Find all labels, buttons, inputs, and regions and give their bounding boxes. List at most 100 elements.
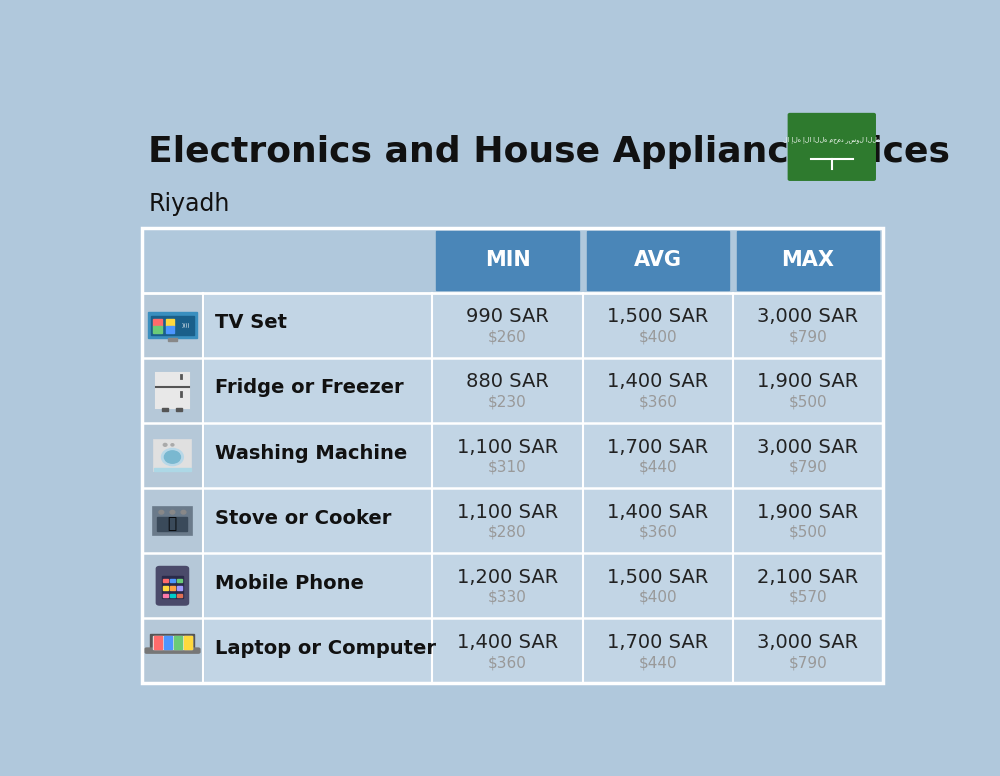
Bar <box>157 518 187 532</box>
Bar <box>142 618 883 684</box>
Bar <box>170 579 175 582</box>
Bar <box>142 423 883 488</box>
Text: 1,700 SAR: 1,700 SAR <box>607 633 708 652</box>
Bar <box>142 293 883 358</box>
Text: 1,400 SAR: 1,400 SAR <box>607 372 708 391</box>
Bar <box>170 586 175 590</box>
Text: 1,900 SAR: 1,900 SAR <box>757 503 858 521</box>
Text: $440: $440 <box>638 459 677 475</box>
Text: 1,500 SAR: 1,500 SAR <box>607 307 708 326</box>
Bar <box>153 319 162 326</box>
Bar <box>156 372 189 408</box>
Bar <box>151 316 194 335</box>
Text: $260: $260 <box>488 330 527 345</box>
Bar <box>142 488 203 553</box>
Circle shape <box>164 451 180 463</box>
Bar <box>154 636 162 650</box>
Bar <box>164 636 172 650</box>
Bar <box>166 326 174 332</box>
Bar <box>170 594 175 598</box>
Text: 1,700 SAR: 1,700 SAR <box>607 438 708 456</box>
Text: 🔥: 🔥 <box>167 516 176 531</box>
Bar <box>148 313 197 338</box>
Bar <box>142 618 203 684</box>
Bar <box>142 227 883 684</box>
Bar <box>177 579 182 582</box>
Bar <box>168 338 177 341</box>
Bar <box>150 634 194 650</box>
FancyBboxPatch shape <box>144 647 201 654</box>
Text: $790: $790 <box>788 330 827 345</box>
Bar <box>142 423 203 488</box>
FancyBboxPatch shape <box>788 113 876 181</box>
Bar <box>163 586 168 590</box>
Text: $310: $310 <box>488 459 527 475</box>
Text: Riyadh: Riyadh <box>148 192 230 216</box>
Text: 3,000 SAR: 3,000 SAR <box>757 633 858 652</box>
Bar <box>162 408 168 411</box>
Bar <box>184 636 192 650</box>
Text: $570: $570 <box>789 590 827 605</box>
Circle shape <box>170 511 175 514</box>
Text: $500: $500 <box>789 395 827 410</box>
Text: 990 SAR: 990 SAR <box>466 307 549 326</box>
Bar <box>163 594 168 598</box>
Circle shape <box>163 443 167 446</box>
Bar <box>154 469 191 471</box>
Text: Stove or Cooker: Stove or Cooker <box>215 509 392 528</box>
Text: 1,500 SAR: 1,500 SAR <box>607 568 708 587</box>
Text: TV Set: TV Set <box>215 314 287 332</box>
Text: Fridge or Freezer: Fridge or Freezer <box>215 379 404 397</box>
Text: 1,100 SAR: 1,100 SAR <box>457 438 558 456</box>
Text: 1,400 SAR: 1,400 SAR <box>607 503 708 521</box>
Text: MIN: MIN <box>485 250 530 270</box>
Text: $280: $280 <box>488 525 527 540</box>
Circle shape <box>159 511 164 514</box>
Text: )))): )))) <box>182 323 190 327</box>
Bar <box>142 358 883 423</box>
Bar <box>153 636 192 650</box>
Text: 1,400 SAR: 1,400 SAR <box>457 633 558 652</box>
Text: $230: $230 <box>488 395 527 410</box>
Text: Electronics and House Appliance Prices: Electronics and House Appliance Prices <box>148 135 950 169</box>
Bar <box>737 230 879 289</box>
Text: Washing Machine: Washing Machine <box>215 444 407 462</box>
Bar <box>163 579 168 582</box>
Bar <box>142 293 203 358</box>
Text: لا إله إلا الله محمد رسول الله: لا إله إلا الله محمد رسول الله <box>783 136 880 143</box>
Text: 1,100 SAR: 1,100 SAR <box>457 503 558 521</box>
Bar <box>142 358 203 423</box>
Text: $400: $400 <box>638 590 677 605</box>
Bar <box>436 230 579 289</box>
Circle shape <box>162 449 183 465</box>
Text: $360: $360 <box>638 525 677 540</box>
Text: AVG: AVG <box>634 250 682 270</box>
Bar <box>176 408 182 411</box>
Text: $440: $440 <box>638 655 677 670</box>
Bar <box>142 488 883 553</box>
Text: $330: $330 <box>488 590 527 605</box>
Bar <box>174 636 182 650</box>
Circle shape <box>171 444 174 446</box>
FancyBboxPatch shape <box>156 566 189 606</box>
Text: $400: $400 <box>638 330 677 345</box>
Text: $360: $360 <box>488 655 527 670</box>
Bar <box>162 576 183 598</box>
Bar <box>153 326 162 332</box>
Text: MAX: MAX <box>781 250 834 270</box>
Text: 880 SAR: 880 SAR <box>466 372 549 391</box>
Text: 3,000 SAR: 3,000 SAR <box>757 438 858 456</box>
Text: 2,100 SAR: 2,100 SAR <box>757 568 858 587</box>
Text: 3,000 SAR: 3,000 SAR <box>757 307 858 326</box>
Bar <box>177 594 182 598</box>
Bar <box>142 553 883 618</box>
Text: 1,200 SAR: 1,200 SAR <box>457 568 558 587</box>
Bar <box>153 507 192 535</box>
Bar <box>587 230 729 289</box>
Text: Laptop or Computer: Laptop or Computer <box>215 639 436 658</box>
Text: 1,900 SAR: 1,900 SAR <box>757 372 858 391</box>
Text: Mobile Phone: Mobile Phone <box>215 574 364 593</box>
Bar <box>142 553 203 618</box>
Text: $790: $790 <box>788 459 827 475</box>
Bar <box>154 440 191 471</box>
